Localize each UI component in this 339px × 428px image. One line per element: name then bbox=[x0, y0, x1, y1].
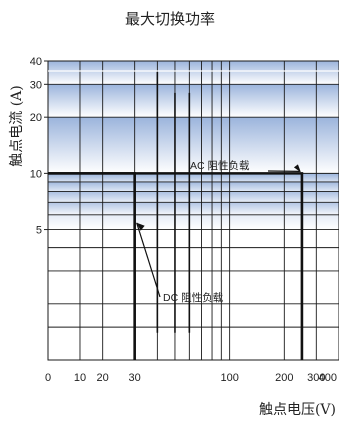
background-band bbox=[48, 117, 339, 174]
chart-title: 最大切换功率 bbox=[125, 10, 215, 28]
x-axis-label: 触点电压(V) bbox=[259, 402, 336, 418]
background-band bbox=[48, 191, 339, 203]
x-tick-label: 300 bbox=[307, 372, 325, 384]
x-tick-label: 0 bbox=[45, 372, 51, 384]
background-band bbox=[48, 202, 339, 215]
y-tick-label: 30 bbox=[30, 79, 42, 91]
y-axis-label: 触点电流 (A) bbox=[9, 85, 25, 166]
y-tick-label: 40 bbox=[30, 56, 42, 68]
plot-frame bbox=[47, 60, 339, 361]
background-band bbox=[48, 181, 339, 192]
background-band bbox=[48, 173, 339, 182]
x-tick-label: 10 bbox=[74, 372, 86, 384]
x-tick-label: 400 bbox=[319, 372, 337, 384]
y-tick-label: 10 bbox=[30, 168, 42, 180]
y-tick-label: 5 bbox=[36, 225, 42, 237]
x-tick-label: 200 bbox=[275, 372, 293, 384]
background-band bbox=[48, 61, 339, 85]
y-tick-label: 20 bbox=[30, 112, 42, 124]
x-tick-label: 100 bbox=[220, 372, 238, 384]
annotation-dc-label: DC 阻性负载 bbox=[163, 291, 224, 304]
x-tick-label: 20 bbox=[97, 372, 109, 384]
annotation-ac-arrowhead bbox=[293, 164, 301, 173]
annotation-dc-arrowhead bbox=[136, 222, 145, 231]
annotation-ac-label: AC 阻性负载 bbox=[190, 159, 250, 172]
background-band bbox=[48, 84, 339, 118]
x-tick-label: 30 bbox=[129, 372, 141, 384]
annotation-dc-arrow bbox=[136, 222, 161, 298]
series-line bbox=[48, 172, 136, 360]
